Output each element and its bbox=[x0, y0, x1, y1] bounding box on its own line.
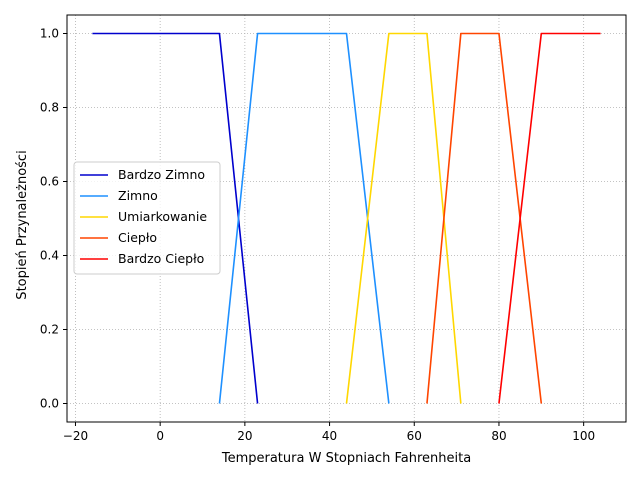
x-tick-label: 80 bbox=[491, 429, 506, 443]
legend-box bbox=[73, 161, 221, 275]
legend-entry-label: Bardzo Ciepło bbox=[118, 251, 204, 266]
y-axis-ticks: 0.0 0.2 0.4 0.6 0.8 1.0 bbox=[40, 27, 67, 411]
x-tick-label: 40 bbox=[322, 429, 337, 443]
x-tick-label: 60 bbox=[407, 429, 422, 443]
x-tick-label: 100 bbox=[572, 429, 595, 443]
y-tick-label: 0.0 bbox=[40, 397, 59, 411]
x-axis-ticks: −20 0 20 40 60 80 100 bbox=[63, 422, 595, 443]
legend-entry-label: Zimno bbox=[118, 188, 158, 203]
x-tick-label: 0 bbox=[156, 429, 164, 443]
legend-entry-label: Bardzo Zimno bbox=[118, 167, 205, 182]
series-group bbox=[92, 32, 601, 404]
x-axis-label: Temperatura W Stopniach Fahrenheita bbox=[221, 451, 471, 466]
x-tick-label: 20 bbox=[237, 429, 252, 443]
series-line-bardzo-ciepło bbox=[498, 32, 601, 404]
y-tick-label: 1.0 bbox=[40, 27, 59, 41]
legend-entry-label: Ciepło bbox=[118, 230, 157, 245]
x-tick-label: −20 bbox=[63, 429, 88, 443]
y-tick-label: 0.2 bbox=[40, 323, 59, 337]
y-tick-label: 0.8 bbox=[40, 101, 59, 115]
series-line-bardzo-zimno bbox=[92, 32, 259, 404]
y-tick-label: 0.4 bbox=[40, 249, 59, 263]
legend-entry-label: Umiarkowanie bbox=[118, 209, 207, 224]
legend: Bardzo Zimno Zimno Umiarkowanie Ciepło Bardz… bbox=[73, 161, 221, 275]
y-axis-label: Stopień Przynależności bbox=[15, 150, 30, 299]
plot-frame bbox=[66, 14, 627, 423]
y-tick-label: 0.6 bbox=[40, 175, 59, 189]
